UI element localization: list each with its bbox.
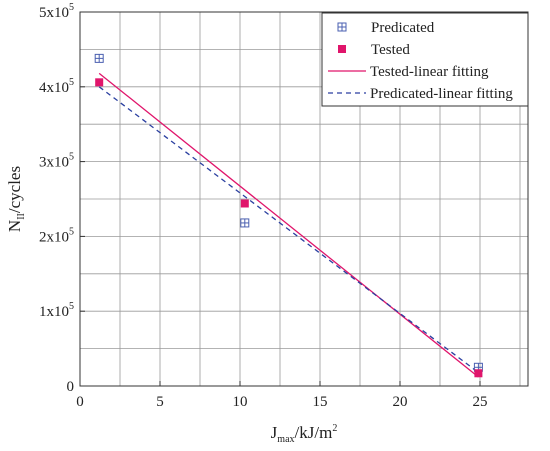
x-tick-label: 5 [156, 394, 164, 410]
y-axis-title-sub: II [16, 213, 27, 220]
legend-label: Tested [371, 42, 410, 58]
legend-entry: Tested [338, 42, 410, 58]
legend-entry: Predicated [337, 20, 435, 36]
tested-point [240, 199, 249, 208]
y-axis-title: NII/cycles [5, 166, 27, 232]
x-axis-title-rest: /kJ/m [295, 423, 333, 442]
fit-line [98, 72, 479, 378]
fit-line [98, 86, 479, 374]
x-axis-title: Jmax/kJ/m2 [271, 423, 338, 445]
x-tick-label: 20 [393, 394, 408, 410]
y-axis-title-main: N [5, 220, 24, 232]
legend-label: Predicated [371, 20, 435, 36]
y-tick-label: 2x105 [39, 226, 74, 245]
tested-point [338, 45, 346, 53]
tested-point [474, 369, 483, 378]
tested-point [95, 78, 104, 87]
legend: Predicated Tested Tested-linear fitting Pre… [321, 12, 529, 107]
legend-box [321, 12, 529, 107]
x-tick-label: 25 [473, 394, 488, 410]
series-predicated-linear-fitting [98, 86, 479, 374]
x-tick-label: 10 [233, 394, 248, 410]
x-tick-label: 15 [313, 394, 328, 410]
x-axis-title-sup: 2 [332, 423, 337, 434]
series-tested-linear-fitting [98, 72, 479, 378]
y-axis-title-rest: /cycles [5, 166, 24, 213]
x-tick-label: 0 [76, 394, 84, 410]
legend-label: Predicated-linear fitting [370, 86, 513, 102]
legend-label: Tested-linear fitting [370, 64, 489, 80]
x-axis-title-main: J [271, 423, 278, 442]
y-tick-label: 5x105 [39, 2, 74, 21]
plot-frame [79, 11, 529, 387]
series-layer [94, 53, 483, 378]
x-axis-ticks: 0 5 10 15 20 25 [76, 381, 488, 410]
x-axis-title-sub: max [277, 434, 294, 445]
y-axis-ticks: 0 1x105 2x105 3x105 4x105 5x105 [39, 2, 85, 395]
y-tick-label: 1x105 [39, 301, 74, 320]
y-tick-label: 0 [67, 379, 75, 395]
y-tick-label: 3x105 [39, 152, 74, 171]
legend-entry: Predicated-linear fitting [328, 86, 513, 102]
series-tested [95, 78, 483, 378]
legend-entry: Tested-linear fitting [328, 64, 489, 80]
y-tick-label: 4x105 [39, 77, 74, 96]
